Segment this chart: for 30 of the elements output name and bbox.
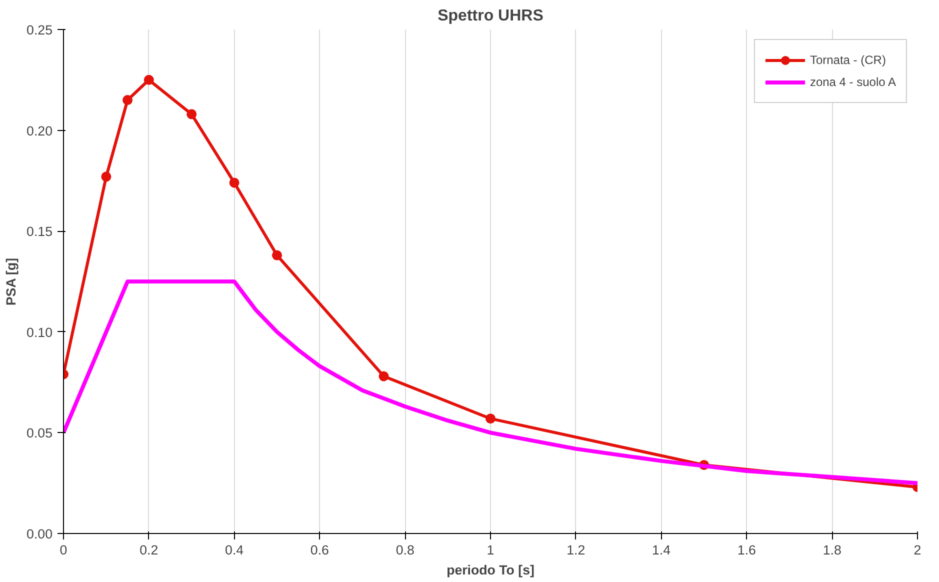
x-tick-label: 0.6 — [310, 542, 329, 558]
x-tick-label: 0.2 — [140, 542, 158, 558]
x-tick-label: 0.8 — [396, 542, 414, 558]
y-axis-title: PSA [g] — [4, 258, 19, 306]
y-tick-label: 0.10 — [26, 324, 53, 340]
x-tick-label: 1.8 — [822, 542, 842, 558]
y-tick-label: 0.00 — [26, 526, 53, 542]
point — [378, 371, 389, 382]
x-axis-title: periodo To [s] — [446, 562, 534, 578]
x-tick-label: 1.2 — [566, 542, 586, 558]
x-tick-label: 1.4 — [652, 542, 672, 558]
chart-title: Spettro UHRS — [438, 8, 544, 24]
point — [272, 250, 282, 260]
x-tick-label: 2 — [914, 542, 922, 558]
x-tick-label: 1 — [486, 542, 494, 558]
point — [101, 172, 112, 182]
x-tick-label: 0.4 — [225, 542, 244, 558]
point — [186, 109, 197, 120]
legend-label: zona 4 - suolo A — [810, 75, 896, 89]
point — [229, 178, 240, 188]
x-tick-label: 0 — [60, 542, 68, 558]
point — [122, 95, 133, 106]
x-tick-label: 1.6 — [737, 542, 756, 558]
legend-label: Tornata - (CR) — [810, 53, 886, 67]
y-tick-label: 0.05 — [26, 426, 53, 441]
point — [144, 74, 154, 85]
y-tick-label: 0.25 — [26, 22, 53, 38]
y-tick-label: 0.20 — [26, 123, 53, 138]
y-tick-label: 0.15 — [26, 224, 53, 240]
point — [486, 414, 496, 424]
